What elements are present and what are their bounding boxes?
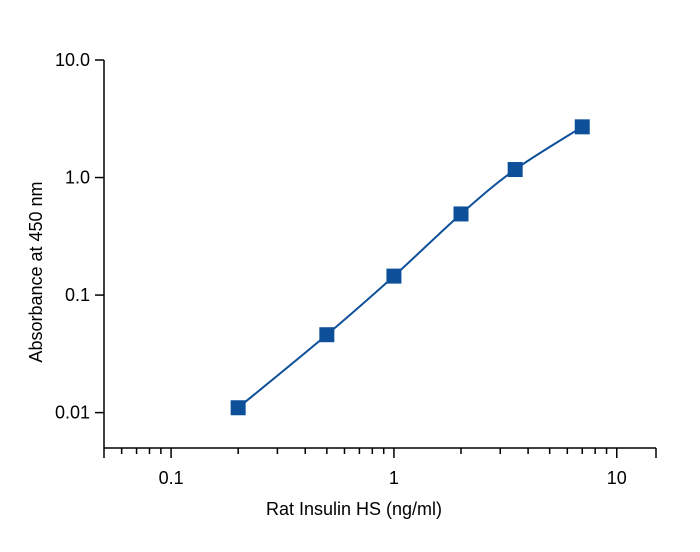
data-point bbox=[319, 327, 335, 343]
y-axis-title: Absorbance at 450 nm bbox=[26, 181, 46, 362]
y-axis-ticks: 0.01 0.1 1.0 10.0 bbox=[55, 50, 104, 423]
data-point bbox=[453, 206, 469, 222]
y-tick-label: 0.1 bbox=[65, 285, 90, 305]
series-group bbox=[230, 119, 590, 416]
x-axis-title: Rat Insulin HS (ng/ml) bbox=[266, 499, 442, 519]
y-tick-label: 10.0 bbox=[55, 50, 90, 70]
data-point bbox=[386, 268, 402, 284]
y-tick-label: 1.0 bbox=[65, 168, 90, 188]
x-tick-label: 0.1 bbox=[159, 468, 184, 488]
y-tick-label: 0.01 bbox=[55, 403, 90, 423]
series-line bbox=[237, 125, 583, 409]
x-tick-label: 1 bbox=[389, 468, 399, 488]
axes bbox=[103, 60, 656, 449]
data-point bbox=[230, 400, 246, 416]
data-point bbox=[574, 119, 590, 135]
x-tick-label: 10 bbox=[607, 468, 627, 488]
data-point bbox=[507, 162, 523, 178]
x-axis-ticks: 0.1 1 10 bbox=[103, 448, 657, 488]
